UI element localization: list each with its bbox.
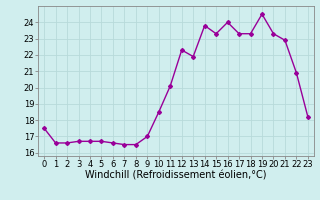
X-axis label: Windchill (Refroidissement éolien,°C): Windchill (Refroidissement éolien,°C) [85, 171, 267, 181]
